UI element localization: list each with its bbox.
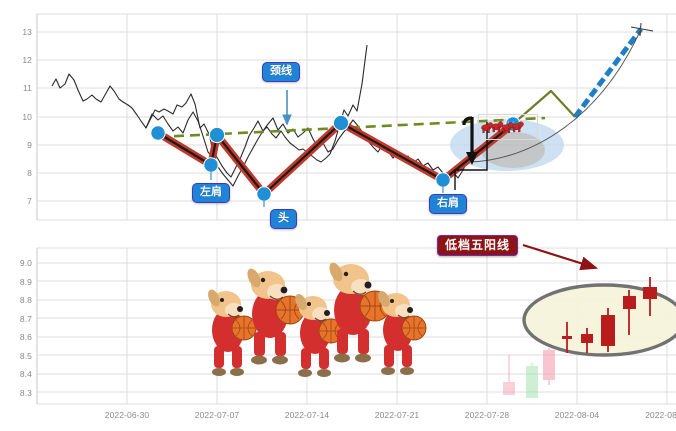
neckline-tag[interactable]: 颈线 bbox=[262, 62, 300, 82]
left-shoulder-tag[interactable]: 左肩 bbox=[192, 183, 230, 203]
right-shoulder-tag[interactable]: 右肩 bbox=[429, 194, 467, 214]
candle bbox=[643, 277, 657, 316]
candle bbox=[526, 363, 538, 398]
candle bbox=[601, 308, 615, 352]
xtick-2022-07-14: 2022-07-14 bbox=[284, 410, 330, 420]
candle bbox=[503, 355, 515, 395]
price-panel-grid bbox=[36, 13, 676, 221]
candle-ytick-8-3: 8.3 bbox=[19, 388, 32, 398]
breakout-arrow bbox=[462, 116, 478, 165]
xtick-2022-07-07: 2022-07-07 bbox=[194, 410, 240, 420]
candle-ytick-8-6: 8.6 bbox=[19, 332, 32, 342]
projection-endpoint-marker bbox=[630, 22, 654, 37]
price-ytick-13: 13 bbox=[22, 27, 32, 37]
price-ytick-10: 10 bbox=[22, 112, 32, 122]
candlestick-series bbox=[503, 277, 657, 398]
price-line-segment-2 bbox=[145, 111, 474, 187]
five-yang-arrow bbox=[522, 243, 599, 271]
xtick-2022-06-30: 2022-06-30 bbox=[104, 410, 150, 420]
xtick-2022-07-28: 2022-07-28 bbox=[464, 410, 510, 420]
candle-ytick-9-0: 9.0 bbox=[19, 258, 32, 268]
candle bbox=[581, 328, 593, 353]
five-yang-tag[interactable]: 低档五阳线 bbox=[437, 235, 519, 256]
post-pattern-olive-line bbox=[512, 89, 576, 125]
candle-ytick-8-9: 8.9 bbox=[19, 277, 32, 287]
candle-ytick-8-5: 8.5 bbox=[19, 351, 32, 361]
price-ytick-7: 7 bbox=[27, 196, 32, 206]
xtick-2022-08-04: 2022-08-04 bbox=[554, 410, 600, 420]
projection-arc bbox=[469, 28, 642, 163]
pattern-vertex-markers bbox=[150, 114, 521, 202]
xtick-2022-08-11: 2022-08-11 bbox=[645, 410, 676, 420]
price-ytick-12: 12 bbox=[22, 55, 32, 65]
price-ytick-11: 11 bbox=[22, 83, 32, 93]
head-tag[interactable]: 头 bbox=[270, 209, 297, 229]
candle-ytick-8-4: 8.4 bbox=[19, 369, 32, 379]
xtick-2022-07-21: 2022-07-21 bbox=[374, 410, 420, 420]
price-ytick-8: 8 bbox=[27, 168, 32, 178]
projection-line bbox=[573, 27, 643, 119]
dogs-sticker-art bbox=[208, 262, 427, 377]
candle bbox=[562, 322, 572, 353]
price-ytick-9: 9 bbox=[27, 140, 32, 150]
candle bbox=[543, 348, 555, 385]
candle bbox=[623, 290, 636, 335]
bulls-sticker-frame bbox=[478, 114, 538, 140]
candle-ytick-8-7: 8.7 bbox=[19, 314, 32, 324]
breakout-bracket bbox=[454, 122, 488, 190]
candle-ytick-8-8: 8.8 bbox=[19, 295, 32, 305]
